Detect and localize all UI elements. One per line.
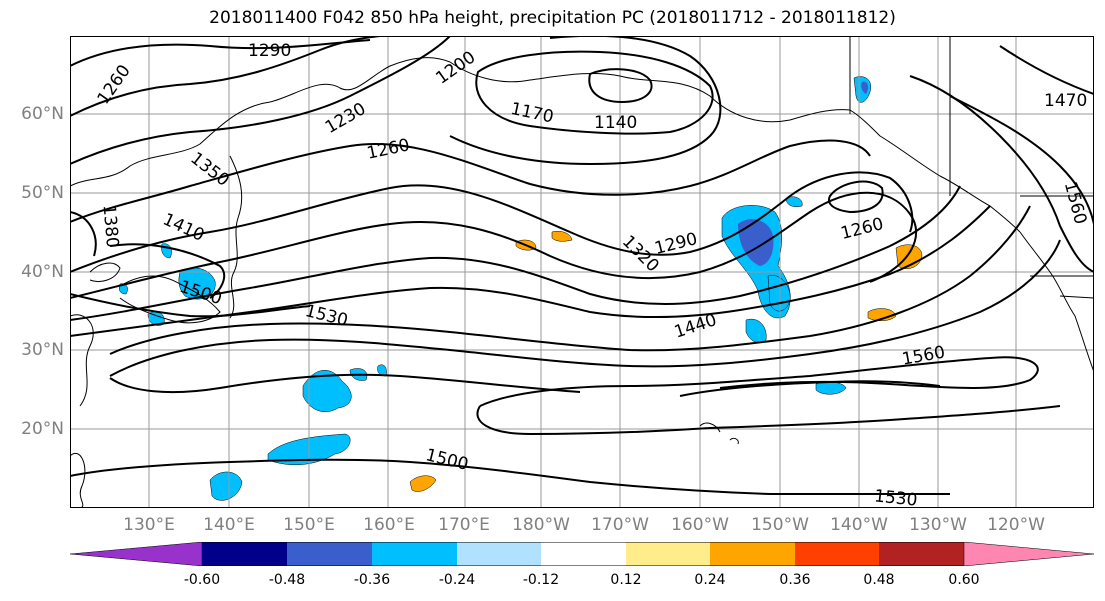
contour-label: 1380 xyxy=(98,204,122,249)
lon-label: 120°W xyxy=(987,515,1045,535)
colorbar xyxy=(69,541,1095,570)
colorbar-tick: -0.60 xyxy=(183,572,221,588)
colorbar-bin xyxy=(287,542,372,566)
colorbar-extend-min xyxy=(69,541,203,567)
colorbar-tick: 0.60 xyxy=(948,572,980,588)
colorbar-bin xyxy=(541,542,626,566)
lat-label: 40°N xyxy=(21,262,64,282)
colorbar-tick: 0.24 xyxy=(694,572,726,588)
colorbar-tick: -0.12 xyxy=(522,572,560,588)
lat-label: 50°N xyxy=(21,183,64,203)
lat-label: 60°N xyxy=(21,104,64,124)
colorbar-bin xyxy=(372,542,457,566)
contour-label: 1530 xyxy=(873,486,918,508)
lon-label: 130°W xyxy=(909,515,967,535)
map-canvas: 1290 1260 1200 1230 1260 1350 1380 1410 … xyxy=(69,34,1095,511)
colorbar-bin xyxy=(457,542,541,566)
contour-label: 1470 xyxy=(1044,91,1087,111)
colorbar-tick: -0.48 xyxy=(268,572,306,588)
colorbar-bin xyxy=(626,542,710,566)
colorbar-bin xyxy=(795,542,879,566)
colorbar-tick: 0.36 xyxy=(779,572,811,588)
colorbar-extend-max xyxy=(963,541,1095,567)
lat-label: 30°N xyxy=(21,340,64,360)
lon-label: 170°E xyxy=(438,515,490,535)
colorbar-tick: 0.48 xyxy=(863,572,895,588)
lat-label: 20°N xyxy=(21,419,64,439)
graticule xyxy=(70,36,1094,508)
colorbar-tick: -0.24 xyxy=(438,572,476,588)
colorbar-bin xyxy=(202,542,287,566)
lon-label: 130°E xyxy=(123,515,175,535)
colorbar-bin xyxy=(710,542,795,566)
lon-label: 160°E xyxy=(363,515,415,535)
height-contours xyxy=(69,34,1095,496)
contour-label: 1290 xyxy=(248,41,291,61)
colorbar-tick: 0.12 xyxy=(610,572,642,588)
map-border xyxy=(70,36,1094,508)
colorbar-bin xyxy=(879,542,964,566)
colorbar-tick: -0.36 xyxy=(353,572,391,588)
lon-label: 150°W xyxy=(751,515,809,535)
lon-label: 150°E xyxy=(283,515,335,535)
lon-label: 140°E xyxy=(203,515,255,535)
map-panel: 1290 1260 1200 1230 1260 1350 1380 1410 … xyxy=(69,34,1095,511)
map-title: 2018011400 F042 850 hPa height, precipit… xyxy=(209,8,896,28)
contour-label: 1140 xyxy=(594,113,637,133)
lon-label: 180°W xyxy=(512,515,570,535)
lon-label: 160°W xyxy=(671,515,729,535)
lon-label: 170°W xyxy=(591,515,649,535)
lon-label: 140°W xyxy=(830,515,888,535)
coastlines xyxy=(69,36,1095,509)
